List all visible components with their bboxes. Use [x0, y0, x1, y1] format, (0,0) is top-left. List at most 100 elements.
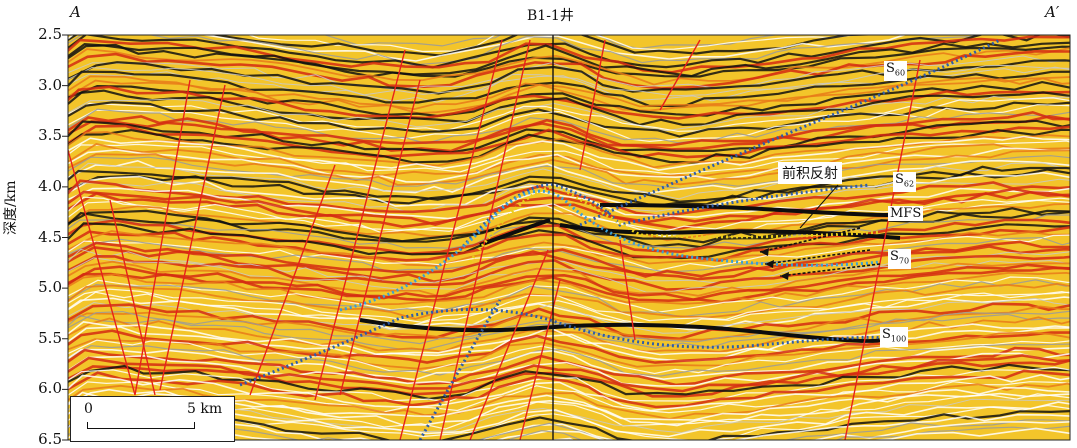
strong-reflector: [479, 218, 551, 247]
seismic-reflection: [68, 326, 1070, 362]
seismic-reflection: [68, 49, 1070, 90]
scale-length-label: 5 km: [187, 401, 223, 417]
fault-line: [844, 59, 921, 440]
scale-zero-label: 0: [84, 401, 93, 417]
y-tick-label: 4.0: [38, 176, 62, 195]
progradation-annotation: 前积反射: [778, 162, 842, 184]
fault-line: [659, 39, 701, 111]
seismic-reflection: [68, 202, 1070, 242]
fault-line: [249, 164, 336, 396]
horizon-mfs: [468, 185, 881, 263]
horizon-label-mfs: MFS: [888, 206, 924, 221]
horizon-s100: [239, 307, 881, 387]
seismic-reflection: [68, 369, 1070, 409]
seismic-reflection: [68, 419, 1070, 440]
seismic-reflection: [68, 47, 1070, 86]
seismic-reflection: [68, 207, 1070, 244]
horizon-label-s60: S60: [884, 61, 908, 81]
seismic-reflection: [68, 345, 1070, 381]
fault-line: [579, 39, 606, 171]
seismic-reflection: [68, 305, 1070, 341]
strong-reflector: [359, 318, 881, 343]
seismic-reflection: [68, 260, 1070, 298]
seismic-reflection: [68, 271, 1070, 306]
seismic-reflection: [73, 427, 1070, 440]
fault-line: [339, 79, 421, 396]
fault-line: [134, 79, 191, 396]
seismic-reflection: [68, 124, 1070, 159]
section-end-label: A′: [1045, 3, 1060, 21]
seismic-reflection: [68, 279, 1070, 318]
seismic-reflection: [68, 108, 1070, 145]
seismic-reflection: [68, 70, 1070, 108]
seismic-reflection: [68, 190, 1070, 230]
fault-line: [68, 149, 136, 396]
seismic-reflection: [68, 234, 1070, 272]
seismic-reflection: [68, 165, 1070, 203]
y-tick-label: 6.0: [38, 379, 62, 398]
y-tick-label: 5.5: [38, 328, 62, 347]
seismic-reflection: [68, 343, 1070, 377]
scale-bar-line: [87, 422, 195, 429]
seismic-reflection: [68, 171, 1070, 208]
seismic-reflection: [68, 222, 1070, 260]
seismic-reflection: [68, 381, 1070, 414]
fault-line: [109, 199, 156, 396]
seismic-reflection: [68, 64, 1070, 97]
horizon-label-s70: S70: [888, 249, 912, 269]
horizon-lower: [418, 299, 502, 440]
seismic-reflection: [68, 331, 1070, 370]
scale-bar: 0 5 km: [70, 396, 235, 442]
fault-line: [314, 49, 406, 401]
seismic-reflection: [68, 35, 907, 62]
y-tick-label: 5.0: [38, 278, 62, 297]
fault-line: [469, 249, 549, 440]
seismic-reflection: [68, 162, 1070, 200]
seismic-reflection: [68, 393, 1070, 430]
seismic-reflection: [68, 290, 1070, 328]
seismic-reflection: [68, 214, 1070, 249]
y-axis-label: 深度/km: [3, 180, 19, 235]
arrow-head: [765, 260, 774, 268]
seismic-reflection: [68, 374, 1070, 412]
seismic-reflection: [68, 149, 1070, 186]
fault-line: [159, 84, 226, 391]
section-start-label: A: [70, 3, 81, 21]
seismic-reflection: [68, 359, 1070, 398]
progradation-arrow: [779, 263, 881, 277]
progradation-arrow: [759, 227, 861, 253]
seismic-reflection: [68, 43, 1070, 78]
strong-reflector: [599, 203, 891, 217]
seismic-reflection: [68, 97, 1070, 132]
seismic-reflection: [68, 140, 1070, 175]
seismic-reflection: [68, 288, 1070, 323]
y-tick-label: 3.5: [38, 126, 62, 145]
y-tick-label: 2.5: [38, 25, 62, 43]
seismic-reflection: [68, 226, 1070, 262]
y-tick-label: 6.5: [38, 430, 62, 448]
seismic-reflection: [68, 135, 1070, 172]
seismic-reflection: [68, 321, 1070, 356]
seismic-reflection: [68, 257, 1070, 293]
fault-line: [619, 239, 636, 341]
seismic-reflection: [68, 302, 1070, 341]
seismic-reflection: [68, 155, 1070, 190]
seismic-reflection: [68, 187, 1070, 220]
progradation-arrow: [764, 249, 871, 265]
arrow-head: [760, 248, 769, 256]
seismic-reflection: [68, 110, 1070, 147]
seismic-reflection: [68, 77, 1070, 115]
fault-line: [399, 39, 503, 440]
seismic-reflection: [68, 363, 1070, 401]
horizon-label-s100: S100: [880, 327, 909, 347]
seismic-reflection: [68, 316, 1070, 353]
seismic-reflection: [68, 352, 1070, 387]
seismic-reflection: [68, 80, 1070, 118]
seismic-reflection: [68, 310, 1070, 345]
y-tick-label: 4.5: [38, 227, 62, 246]
arrow-head: [780, 272, 789, 280]
seismic-reflection: [68, 187, 1070, 226]
y-tick-label: 3.0: [38, 75, 62, 94]
